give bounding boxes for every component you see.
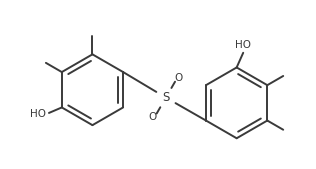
Text: O: O xyxy=(149,112,157,122)
Text: HO: HO xyxy=(30,109,46,119)
Text: HO: HO xyxy=(235,40,251,50)
Text: O: O xyxy=(175,73,183,83)
Text: S: S xyxy=(162,91,170,104)
